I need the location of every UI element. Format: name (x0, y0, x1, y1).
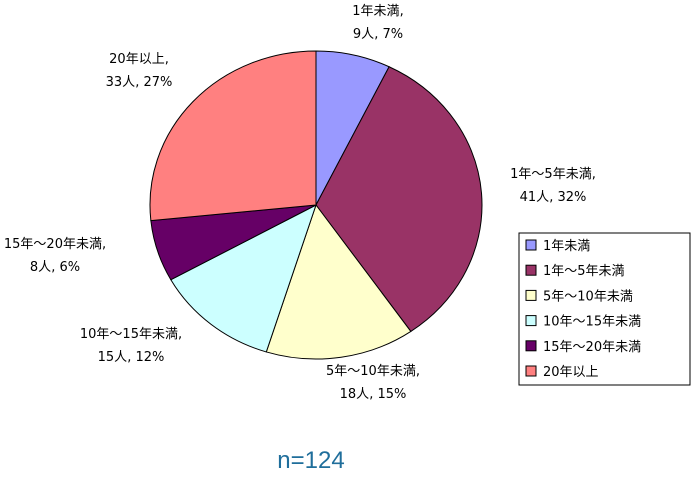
data-label-percent: 15% (377, 387, 406, 402)
data-label-separator: , (374, 27, 382, 42)
pie-slice (315, 66, 483, 333)
legend-label: 1年未満 (543, 239, 590, 254)
data-label-separator: , (592, 167, 596, 182)
data-label-separator: , (51, 260, 59, 275)
legend-swatch (525, 365, 537, 377)
data-label: 10年～15年未満, (80, 327, 182, 342)
data-label-category: 1年未満 (352, 4, 399, 19)
data-label-value: 15人 (98, 350, 128, 365)
legend-label: 15年～20年未満 (543, 340, 641, 355)
data-label-category: 5年～10年未満 (326, 364, 416, 379)
legend-swatch (525, 264, 537, 276)
data-label: 1年～5年未満, (510, 167, 596, 182)
data-label: 41人, 32% (520, 190, 587, 205)
data-label-category: 10年～15年未満 (80, 327, 178, 342)
data-label: 15年～20年未満, (4, 237, 106, 252)
data-label-percent: 27% (143, 75, 172, 90)
legend-label: 5年～10年未満 (543, 289, 633, 304)
data-label-separator: , (400, 4, 404, 19)
legend-label: 20年以上 (543, 365, 599, 380)
data-label-value: 33人 (106, 75, 136, 90)
data-label: 1年未満, (352, 4, 403, 19)
data-label: 18人, 15% (340, 387, 407, 402)
data-label-value: 18人 (340, 387, 370, 402)
pie-slice (149, 50, 317, 222)
legend-swatch (525, 315, 537, 327)
data-label: 9人, 7% (353, 27, 403, 42)
data-label-percent: 6% (59, 260, 80, 275)
note: n=124 (277, 447, 344, 474)
data-label-separator: , (135, 75, 143, 90)
data-label: 20年以上, (109, 52, 169, 67)
data-label: 15人, 12% (98, 350, 165, 365)
data-label-value: 8人 (30, 260, 51, 275)
data-label-separator: , (127, 350, 135, 365)
legend-label: 1年～5年未満 (543, 264, 625, 279)
pie-slice (265, 203, 412, 360)
data-label-separator: , (549, 190, 557, 205)
legend-label: 10年～15年未満 (543, 315, 641, 330)
data-label-separator: , (165, 52, 169, 67)
data-label: 33人, 27% (106, 75, 173, 90)
data-label-percent: 7% (382, 27, 403, 42)
data-label-value: 9人 (353, 27, 374, 42)
legend-swatch (525, 289, 537, 301)
data-label-category: 20年以上 (109, 52, 165, 67)
pie-slice (170, 203, 317, 353)
data-label-category: 15年～20年未満 (4, 237, 102, 252)
legend-swatch (525, 239, 537, 251)
data-label-separator: , (369, 387, 377, 402)
data-label-percent: 12% (135, 350, 164, 365)
data-label-separator: , (416, 364, 420, 379)
data-label-separator: , (178, 327, 182, 342)
data-label-category: 1年～5年未満 (510, 167, 592, 182)
data-label: 8人, 6% (30, 260, 80, 275)
data-label-percent: 32% (557, 190, 586, 205)
legend-swatch (525, 340, 537, 352)
data-label-separator: , (102, 237, 106, 252)
data-label: 5年～10年未満, (326, 364, 420, 379)
data-label-value: 41人 (520, 190, 550, 205)
legend-box (518, 232, 691, 386)
